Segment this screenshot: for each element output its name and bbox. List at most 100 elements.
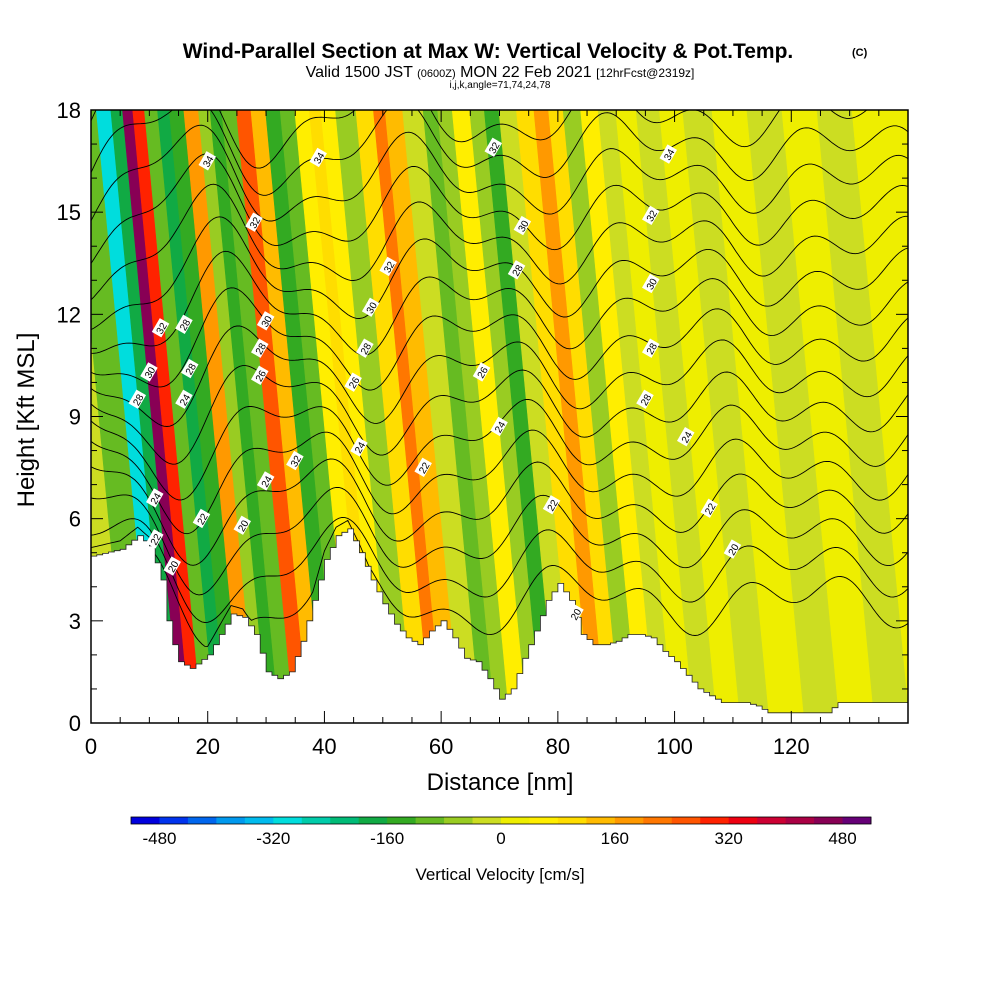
theta-contour [91, 110, 868, 169]
contour-label-bg [344, 372, 362, 392]
axis-ticks: 0 20 40 60 80 100 120 0 3 6 9 12 15 18 [57, 98, 908, 759]
contour-label: 32 [379, 256, 398, 277]
x-axis-label: Distance [nm] [427, 769, 574, 796]
colorbar-swatch [671, 817, 701, 824]
contour-label: 32 [245, 212, 263, 232]
theta-contour [91, 458, 908, 566]
theta-contours [91, 110, 908, 647]
contour-label-text: 34 [312, 151, 327, 167]
colorbar-swatch [159, 817, 189, 824]
theta-contour [91, 325, 908, 427]
contour-label-text: 24 [680, 430, 695, 446]
velocity-band [422, 110, 496, 723]
terrain [91, 528, 908, 723]
velocity-band [851, 110, 908, 708]
colorbar-swatch [216, 817, 246, 824]
contour-label-text: 28 [178, 317, 193, 333]
theta-contour [91, 216, 908, 330]
contour-label-text: 28 [639, 392, 654, 408]
velocity-band [711, 110, 806, 723]
velocity-band [746, 110, 841, 723]
contour-label-text: 34 [662, 147, 677, 163]
x-tick-label: 20 [195, 734, 219, 759]
contour-label-text: 32 [487, 140, 502, 156]
velocity-band [221, 110, 295, 723]
contour-label-bg [542, 495, 561, 515]
velocity-band [168, 110, 242, 723]
contour-label-bg [286, 450, 304, 471]
contour-label-bg [350, 437, 368, 457]
contour-label-text: 22 [196, 512, 211, 528]
contour-label-text: 24 [493, 420, 508, 436]
contour-label-text: 22 [417, 460, 432, 476]
y-tick-label: 12 [57, 302, 81, 327]
contour-label-bg [181, 358, 199, 379]
colorbar-swatch [814, 817, 843, 824]
velocity-band [597, 110, 674, 723]
contour-label-text: 32 [645, 208, 660, 224]
contour-label-text: 34 [201, 154, 216, 170]
contour-label: 30 [513, 215, 532, 236]
colorbar-tick-label: -480 [142, 829, 176, 848]
velocity-band [320, 110, 394, 723]
contour-label-text: 24 [353, 440, 368, 456]
colorbar-swatch [700, 817, 730, 824]
contour-label: 32 [151, 318, 170, 338]
velocity-band [209, 110, 280, 723]
forecast-info: [12hrFcst@2319z] [596, 66, 694, 80]
contour-label-text: 24 [178, 392, 193, 408]
theta-contour [91, 517, 908, 623]
colorbar-swatch [614, 817, 644, 824]
contour-label: 24 [146, 488, 164, 508]
velocity-band [659, 110, 741, 723]
y-tick-label: 15 [57, 200, 81, 225]
velocity-band [548, 110, 622, 723]
contour-label: 24 [677, 426, 695, 447]
contour-label-text: 20 [236, 518, 251, 534]
velocity-band [110, 110, 181, 723]
velocity-band [183, 110, 257, 723]
velocity-band [451, 110, 528, 723]
colorbar-tick-label: 0 [496, 829, 505, 848]
contour-label-bg [356, 338, 374, 358]
colorbar-swatch [728, 817, 758, 824]
theta-contour [91, 486, 908, 596]
contour-label-bg [361, 297, 380, 317]
contour-label-text: 20 [727, 542, 742, 558]
colorbar-swatch [387, 817, 417, 824]
section-indices: i,j,k,angle=71,74,24,78 [450, 80, 551, 91]
contour-label-bg [379, 256, 397, 277]
contour-label-text: 32 [155, 321, 170, 337]
velocity-band [335, 110, 415, 723]
velocity-band [580, 110, 657, 723]
x-tick-label: 100 [656, 734, 693, 759]
colorbar-swatch [131, 817, 160, 824]
contour-label-text: 28 [131, 392, 146, 408]
contour-label-text: 22 [546, 498, 561, 514]
y-tick-label: 6 [69, 507, 81, 532]
contour-label-bg [700, 498, 718, 518]
colorbar-swatch [501, 817, 530, 824]
contour-label-text: 24 [260, 474, 275, 490]
contour-label: 28 [128, 389, 147, 409]
colorbar-tick-label: 320 [715, 829, 743, 848]
utc-time: (0600Z) [417, 68, 456, 80]
contour-label: 34 [659, 144, 678, 164]
plot-area: 34 34 32 34 32 30 32 32 28 30 30 32 28 30 28 28 28 30 28 26… [91, 110, 908, 723]
contour-label: 28 [251, 338, 269, 358]
velocity-band [144, 110, 216, 723]
velocity-band [816, 110, 908, 723]
colorbar-swatch [444, 817, 473, 824]
contour-label-text: 30 [143, 365, 158, 381]
contour-label-text: 20 [569, 607, 584, 623]
colorbar-swatch [415, 817, 445, 824]
contour-label: 24 [256, 471, 275, 491]
contour-label-text: 28 [511, 263, 526, 279]
contour-label-bg [163, 556, 182, 576]
colorbar-tick-label: -320 [256, 829, 290, 848]
contour-label-bg [677, 426, 695, 447]
contour-label: 30 [642, 273, 660, 294]
theta-contour [91, 365, 908, 465]
contour-label: 28 [356, 338, 374, 358]
